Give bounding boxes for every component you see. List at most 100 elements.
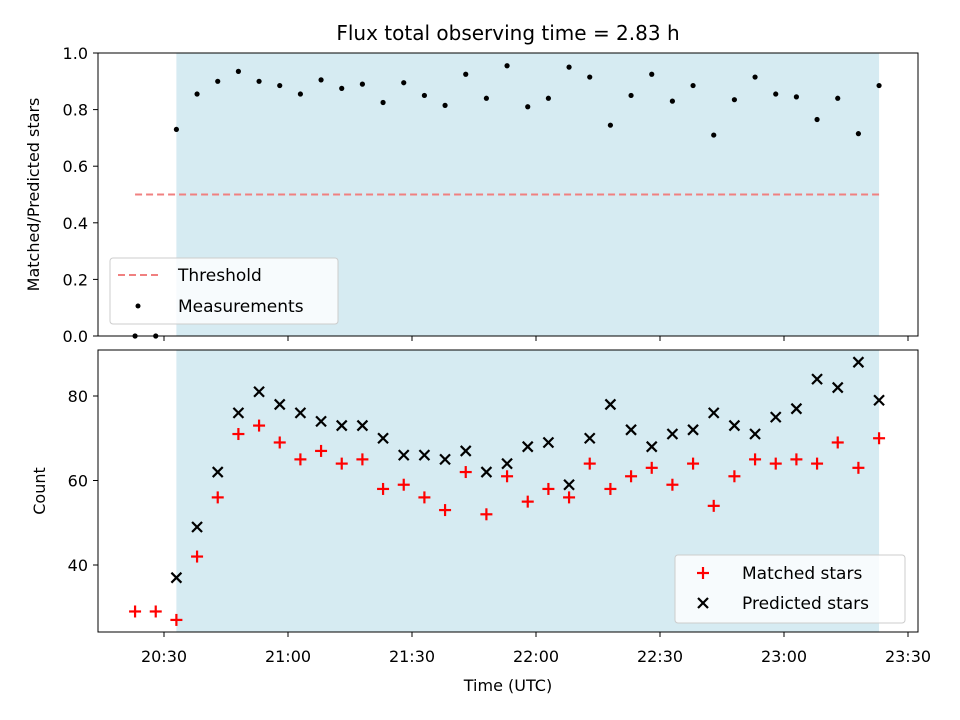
legend-measurements-label: Measurements: [178, 297, 304, 317]
measurement-point: [793, 94, 800, 100]
measurement-point: [587, 74, 593, 80]
measurement-point: [628, 92, 634, 99]
predicted-star-marker: [170, 571, 183, 584]
measurement-point: [483, 95, 489, 101]
predicted-star-marker: [666, 428, 679, 440]
matched-star-marker: [294, 453, 307, 466]
predicted-star-marker: [687, 424, 699, 436]
measurement-point: [545, 95, 552, 101]
bottom-y-axis: 40 60 80: [68, 387, 98, 575]
measurement-point: [752, 74, 758, 80]
legend-threshold-label: Threshold: [177, 266, 262, 286]
x-tick-label: 21:00: [265, 647, 311, 666]
predicted-star-marker: [521, 440, 534, 453]
bottom-x-axis: 20:30 21:00 21:30 22:00 22:30 23:00 23:30: [141, 632, 931, 666]
measurement-point: [421, 92, 427, 99]
predicted-star-marker: [645, 440, 658, 453]
bottom-legend-box: [674, 554, 906, 624]
top-y-tick-label: 0.0: [63, 327, 88, 346]
top-y-tick-label: 0.8: [63, 101, 88, 120]
x-tick-label: 22:00: [513, 647, 559, 666]
predicted-star-marker: [232, 407, 245, 419]
matched-star-marker: [439, 504, 452, 517]
measurement-point: [773, 91, 779, 97]
predicted-star-marker: [211, 466, 224, 478]
top-y-tick-label: 0.6: [63, 157, 88, 176]
matched-star-marker: [666, 478, 679, 491]
matched-star-marker: [253, 419, 266, 432]
measurement-point: [401, 80, 407, 86]
predicted-star-marker: [418, 449, 431, 461]
predicted-star-marker: [852, 356, 865, 368]
predicted-star-marker: [501, 457, 513, 470]
predicted-star-marker: [749, 428, 761, 440]
legend-predicted-label: Predicted stars: [742, 594, 869, 614]
predicted-star-marker: [377, 432, 389, 445]
predicted-star-marker: [604, 398, 617, 411]
measurement-point: [173, 126, 179, 133]
predicted-star-marker: [480, 466, 493, 478]
predicted-star-marker: [728, 419, 741, 432]
predicted-star-marker: [253, 385, 265, 398]
measurement-point: [835, 95, 841, 101]
legend-measurements-swatch: [135, 303, 141, 309]
top-x-axis: [163, 336, 909, 341]
matched-star-marker: [749, 453, 762, 466]
measurement-point: [235, 68, 241, 74]
matched-star-marker: [831, 436, 844, 449]
x-tick-label: 22:30: [637, 647, 683, 666]
matched-star-marker: [873, 432, 886, 445]
x-tick-label: 23:00: [761, 647, 807, 666]
predicted-star-marker: [294, 407, 307, 419]
predicted-star-marker: [542, 436, 555, 449]
matched-star-marker: [645, 461, 658, 474]
bottom-legend: Matched stars Predicted stars: [674, 554, 906, 624]
matched-star-marker: [129, 605, 142, 618]
measurement-point: [566, 64, 572, 70]
measurement-point: [690, 82, 696, 89]
measurement-point: [525, 104, 531, 110]
measurement-point: [504, 63, 510, 69]
matched-star-marker: [687, 457, 700, 470]
matched-star-marker: [356, 453, 369, 466]
x-tick-label: 23:30: [885, 647, 931, 666]
matched-star-marker: [790, 453, 803, 466]
measurement-point: [669, 98, 676, 104]
bottom-y-tick-label: 60: [68, 472, 88, 491]
matched-star-marker: [728, 470, 741, 483]
measurement-points: [132, 63, 882, 339]
measurement-point: [297, 91, 303, 97]
measurement-point: [463, 71, 469, 77]
top-legend: Threshold Measurements: [109, 257, 339, 325]
predicted-star-marker: [769, 411, 782, 423]
top-y-axis: 0.0 0.2 0.4 0.6 0.8 1.0: [63, 44, 98, 346]
predicted-star-marker: [563, 478, 575, 491]
legend-predicted-swatch: [697, 597, 709, 609]
top-y-tick-label: 1.0: [63, 44, 88, 63]
matched-star-marker: [459, 466, 472, 479]
bottom-y-axis-label: Count: [30, 467, 49, 515]
measurement-point: [318, 77, 324, 83]
chart-title: Flux total observing time = 2.83 h: [336, 21, 679, 45]
matched-star-marker: [232, 428, 245, 441]
bottom-y-tick-label: 40: [68, 556, 88, 575]
measurement-point: [256, 78, 262, 84]
measurement-point: [876, 82, 882, 89]
measurement-point: [814, 116, 820, 123]
predicted-star-marker: [315, 415, 327, 428]
predicted-star-marker: [397, 449, 410, 461]
predicted-star-marker: [811, 373, 823, 385]
x-axis-label: Time (UTC): [463, 676, 552, 695]
measurement-point: [711, 132, 717, 138]
predicted-star-marker: [273, 398, 286, 411]
predicted-star-marker: [335, 419, 348, 432]
matched-star-marker: [191, 550, 204, 563]
matched-stars-points: [129, 419, 886, 626]
top-panel: 0.0 0.2 0.4 0.6 0.8 1.0 Flux total observing …: [24, 21, 919, 346]
matched-star-marker: [170, 613, 183, 626]
matched-star-marker: [521, 495, 534, 508]
predicted-star-marker: [191, 521, 203, 533]
predicted-stars-points: [170, 356, 885, 584]
legend-matched-label: Matched stars: [742, 564, 862, 584]
